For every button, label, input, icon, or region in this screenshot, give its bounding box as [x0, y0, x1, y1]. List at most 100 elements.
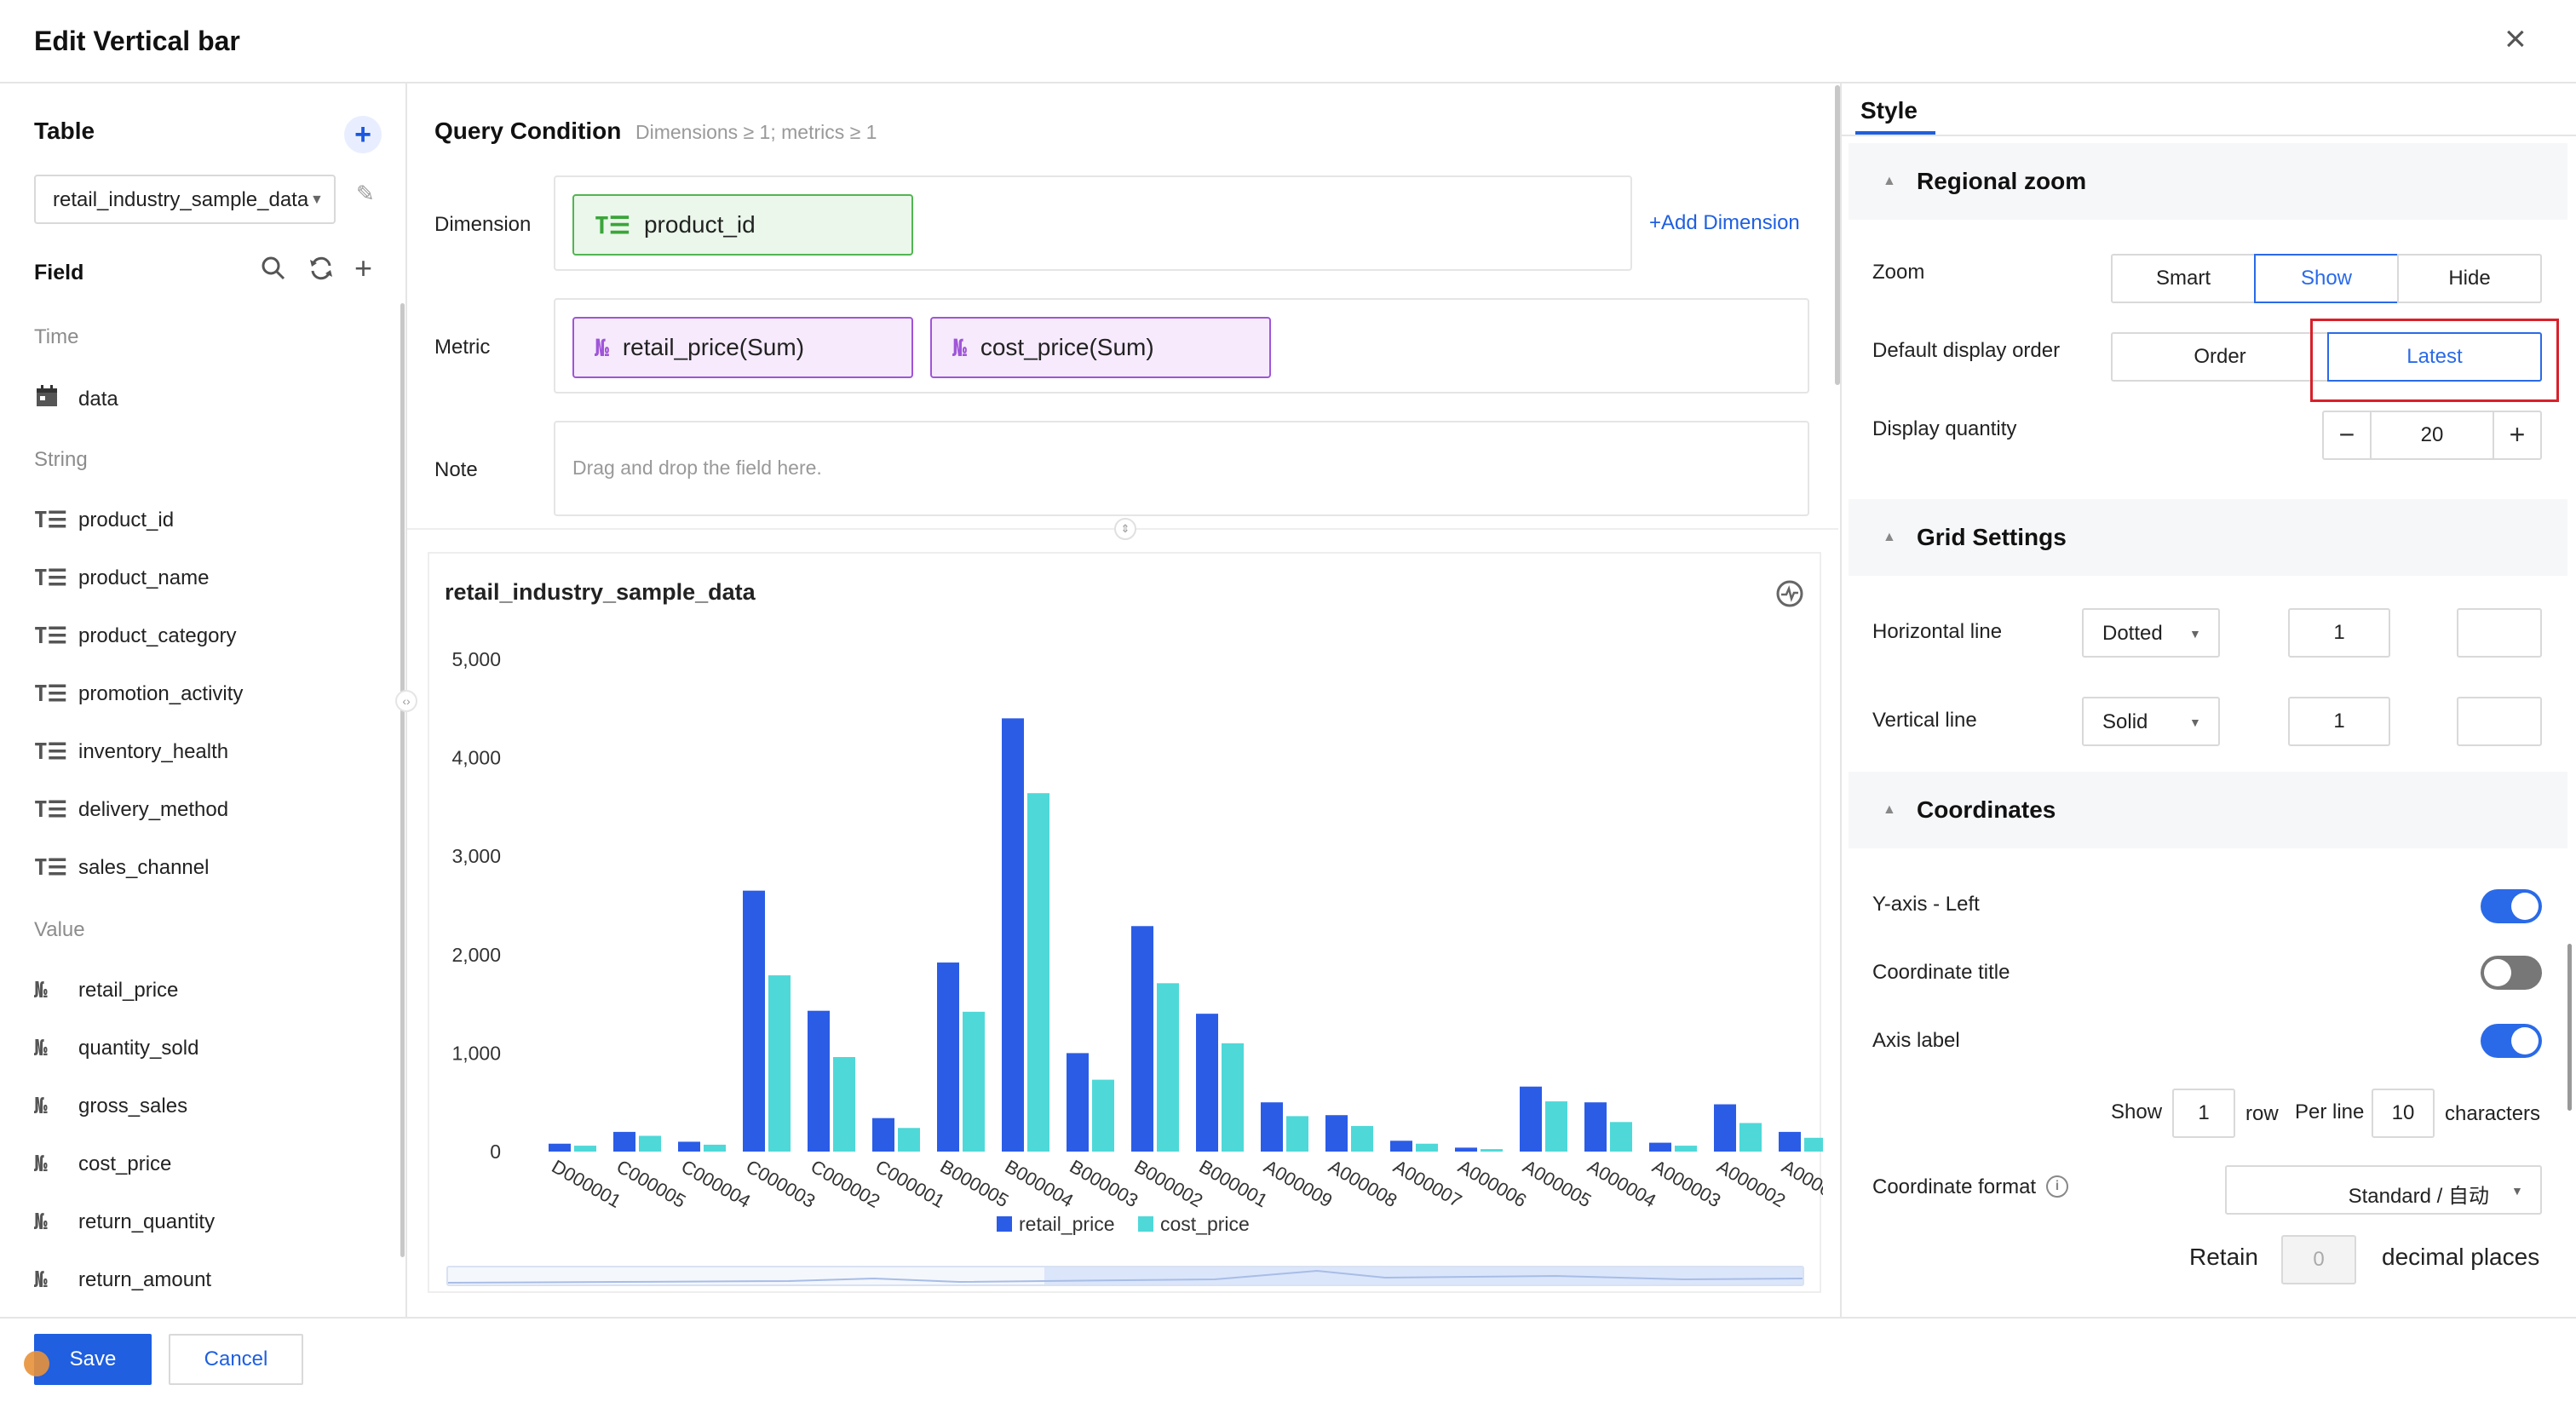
quantity-value[interactable]: 20	[2420, 423, 2444, 446]
collapse-triangle-icon: ▲	[1883, 174, 1896, 188]
zoom-slider-window[interactable]	[1044, 1267, 1803, 1284]
section-grid-settings[interactable]: ▲ Grid Settings	[1849, 499, 2567, 576]
x-tick-label: A000007	[1390, 1156, 1466, 1212]
info-icon[interactable]: i	[2046, 1175, 2068, 1198]
collapse-handle-icon[interactable]: ‹›	[395, 690, 417, 712]
table-select[interactable]: retail_industry_sample_data	[34, 175, 336, 224]
chart-settings-icon[interactable]	[1775, 579, 1804, 612]
coordinate-title-toggle[interactable]	[2481, 956, 2542, 990]
metric-chip[interactable]: № cost_price(Sum)	[930, 317, 1271, 378]
field-item[interactable]: T☰ product_category	[34, 623, 236, 649]
vertical-line-color-picker[interactable]	[2457, 697, 2542, 746]
bar	[1092, 1079, 1114, 1152]
yaxis-left-label: Y-axis - Left	[1872, 893, 1980, 916]
close-icon[interactable]: ×	[2504, 18, 2527, 60]
axis-label-toggle[interactable]	[2481, 1024, 2542, 1058]
bar	[898, 1128, 920, 1152]
field-item[interactable]: № return_quantity	[34, 1210, 215, 1235]
field-item[interactable]: T☰ sales_channel	[34, 855, 209, 881]
cancel-button[interactable]: Cancel	[169, 1334, 303, 1385]
vertical-line-style-select[interactable]: Solid	[2082, 697, 2220, 746]
refresh-icon[interactable]	[308, 256, 334, 285]
bar	[1286, 1116, 1308, 1152]
section-title: Regional zoom	[1917, 168, 2087, 194]
yaxis-left-toggle[interactable]	[2481, 889, 2542, 923]
plus-icon[interactable]: +	[2493, 412, 2540, 458]
rows-input[interactable]: 1	[2172, 1089, 2235, 1138]
bar	[639, 1135, 661, 1152]
dimension-dropzone[interactable]: T☰ product_id	[554, 175, 1632, 271]
horizontal-line-width-input[interactable]: 1	[2288, 608, 2390, 658]
x-tick-label: A000004	[1584, 1156, 1660, 1212]
quantity-stepper[interactable]: − 20 +	[2322, 411, 2542, 460]
field-name: inventory_health	[78, 740, 229, 763]
group-label-time: Time	[34, 325, 79, 348]
number-type-icon: №	[34, 1267, 48, 1293]
resize-handle-icon[interactable]: ⇕	[1114, 518, 1136, 540]
zoom-slider[interactable]	[446, 1266, 1804, 1286]
order-option-order[interactable]: Order	[2111, 332, 2329, 382]
zoom-option-smart[interactable]: Smart	[2111, 254, 2256, 303]
field-item[interactable]: № return_amount	[34, 1267, 211, 1293]
y-tick-label: 2,000	[451, 944, 501, 966]
bar	[1520, 1086, 1542, 1152]
field-item[interactable]: № gross_sales	[34, 1094, 187, 1119]
dimension-chip[interactable]: T☰ product_id	[572, 194, 913, 256]
row-text: row	[2245, 1102, 2279, 1125]
search-icon[interactable]	[261, 256, 286, 285]
horizontal-line-color-picker[interactable]	[2457, 608, 2542, 658]
add-table-icon[interactable]: +	[344, 116, 382, 153]
style-scrollbar[interactable]	[2567, 944, 2572, 1111]
x-tick-label: C000004	[678, 1156, 755, 1212]
note-dropzone[interactable]: Drag and drop the field here.	[554, 421, 1809, 516]
metric-dropzone[interactable]: № retail_price(Sum) № cost_price(Sum)	[554, 298, 1809, 394]
bar	[743, 890, 765, 1152]
field-item[interactable]: T☰ delivery_method	[34, 797, 228, 823]
left-scrollbar[interactable]	[400, 303, 405, 1257]
retain-text: Retain	[2189, 1244, 2258, 1270]
vertical-line-width-input[interactable]: 1	[2288, 697, 2390, 746]
field-item[interactable]: № cost_price	[34, 1152, 171, 1177]
number-type-icon: №	[595, 333, 609, 362]
y-tick-label: 4,000	[451, 747, 501, 769]
dialog-title: Edit Vertical bar	[34, 26, 240, 56]
bar	[1196, 1014, 1218, 1152]
chars-input[interactable]: 10	[2372, 1089, 2435, 1138]
save-button[interactable]: Save	[34, 1334, 152, 1385]
field-item[interactable]: T☰ promotion_activity	[34, 681, 243, 707]
horizontal-line-style-select[interactable]: Dotted	[2082, 608, 2220, 658]
edit-icon[interactable]: ✎	[356, 181, 375, 206]
add-dimension-button[interactable]: +Add Dimension	[1649, 211, 1800, 235]
bar	[963, 1011, 985, 1152]
zoom-option-show[interactable]: Show	[2254, 254, 2399, 303]
field-name: sales_channel	[78, 856, 210, 879]
bar-chart: 5,000 4,000 3,000 2,000 1,000 0 D000001C000005…	[451, 648, 1823, 1235]
x-tick-label: A000006	[1455, 1156, 1531, 1212]
field-item[interactable]: № retail_price	[34, 978, 178, 1003]
toggle-knob	[2511, 1027, 2539, 1054]
x-tick-label: C000005	[613, 1156, 690, 1212]
field-item[interactable]: № quantity_sold	[34, 1036, 198, 1061]
coordinate-format-label: Coordinate format	[1872, 1175, 2037, 1198]
field-item[interactable]: T☰ product_name	[34, 566, 209, 591]
zoom-option-hide[interactable]: Hide	[2397, 254, 2542, 303]
decimal-places-input[interactable]: 0	[2281, 1235, 2356, 1284]
query-scrollbar[interactable]	[1835, 85, 1840, 385]
coordinate-format-select[interactable]: Standard / 自动	[2225, 1165, 2542, 1215]
minus-icon[interactable]: −	[2324, 412, 2372, 458]
bar	[1325, 1115, 1348, 1152]
metric-chip[interactable]: № retail_price(Sum)	[572, 317, 913, 378]
note-label: Note	[434, 458, 478, 481]
add-dimension-label: Add Dimension	[1661, 211, 1800, 234]
number-type-icon: №	[34, 1210, 48, 1235]
tab-underline	[1855, 131, 1935, 135]
section-regional-zoom[interactable]: ▲ Regional zoom	[1849, 143, 2567, 220]
field-item[interactable]: T☰ product_id	[34, 508, 174, 533]
order-option-latest[interactable]: Latest	[2327, 332, 2542, 382]
field-item[interactable]: T☰ inventory_health	[34, 739, 228, 765]
section-coordinates[interactable]: ▲ Coordinates	[1849, 772, 2567, 848]
add-field-icon[interactable]: +	[354, 250, 373, 285]
field-item[interactable]: data	[34, 383, 118, 415]
cursor-indicator	[24, 1351, 49, 1376]
tab-style[interactable]: Style	[1860, 97, 1918, 124]
